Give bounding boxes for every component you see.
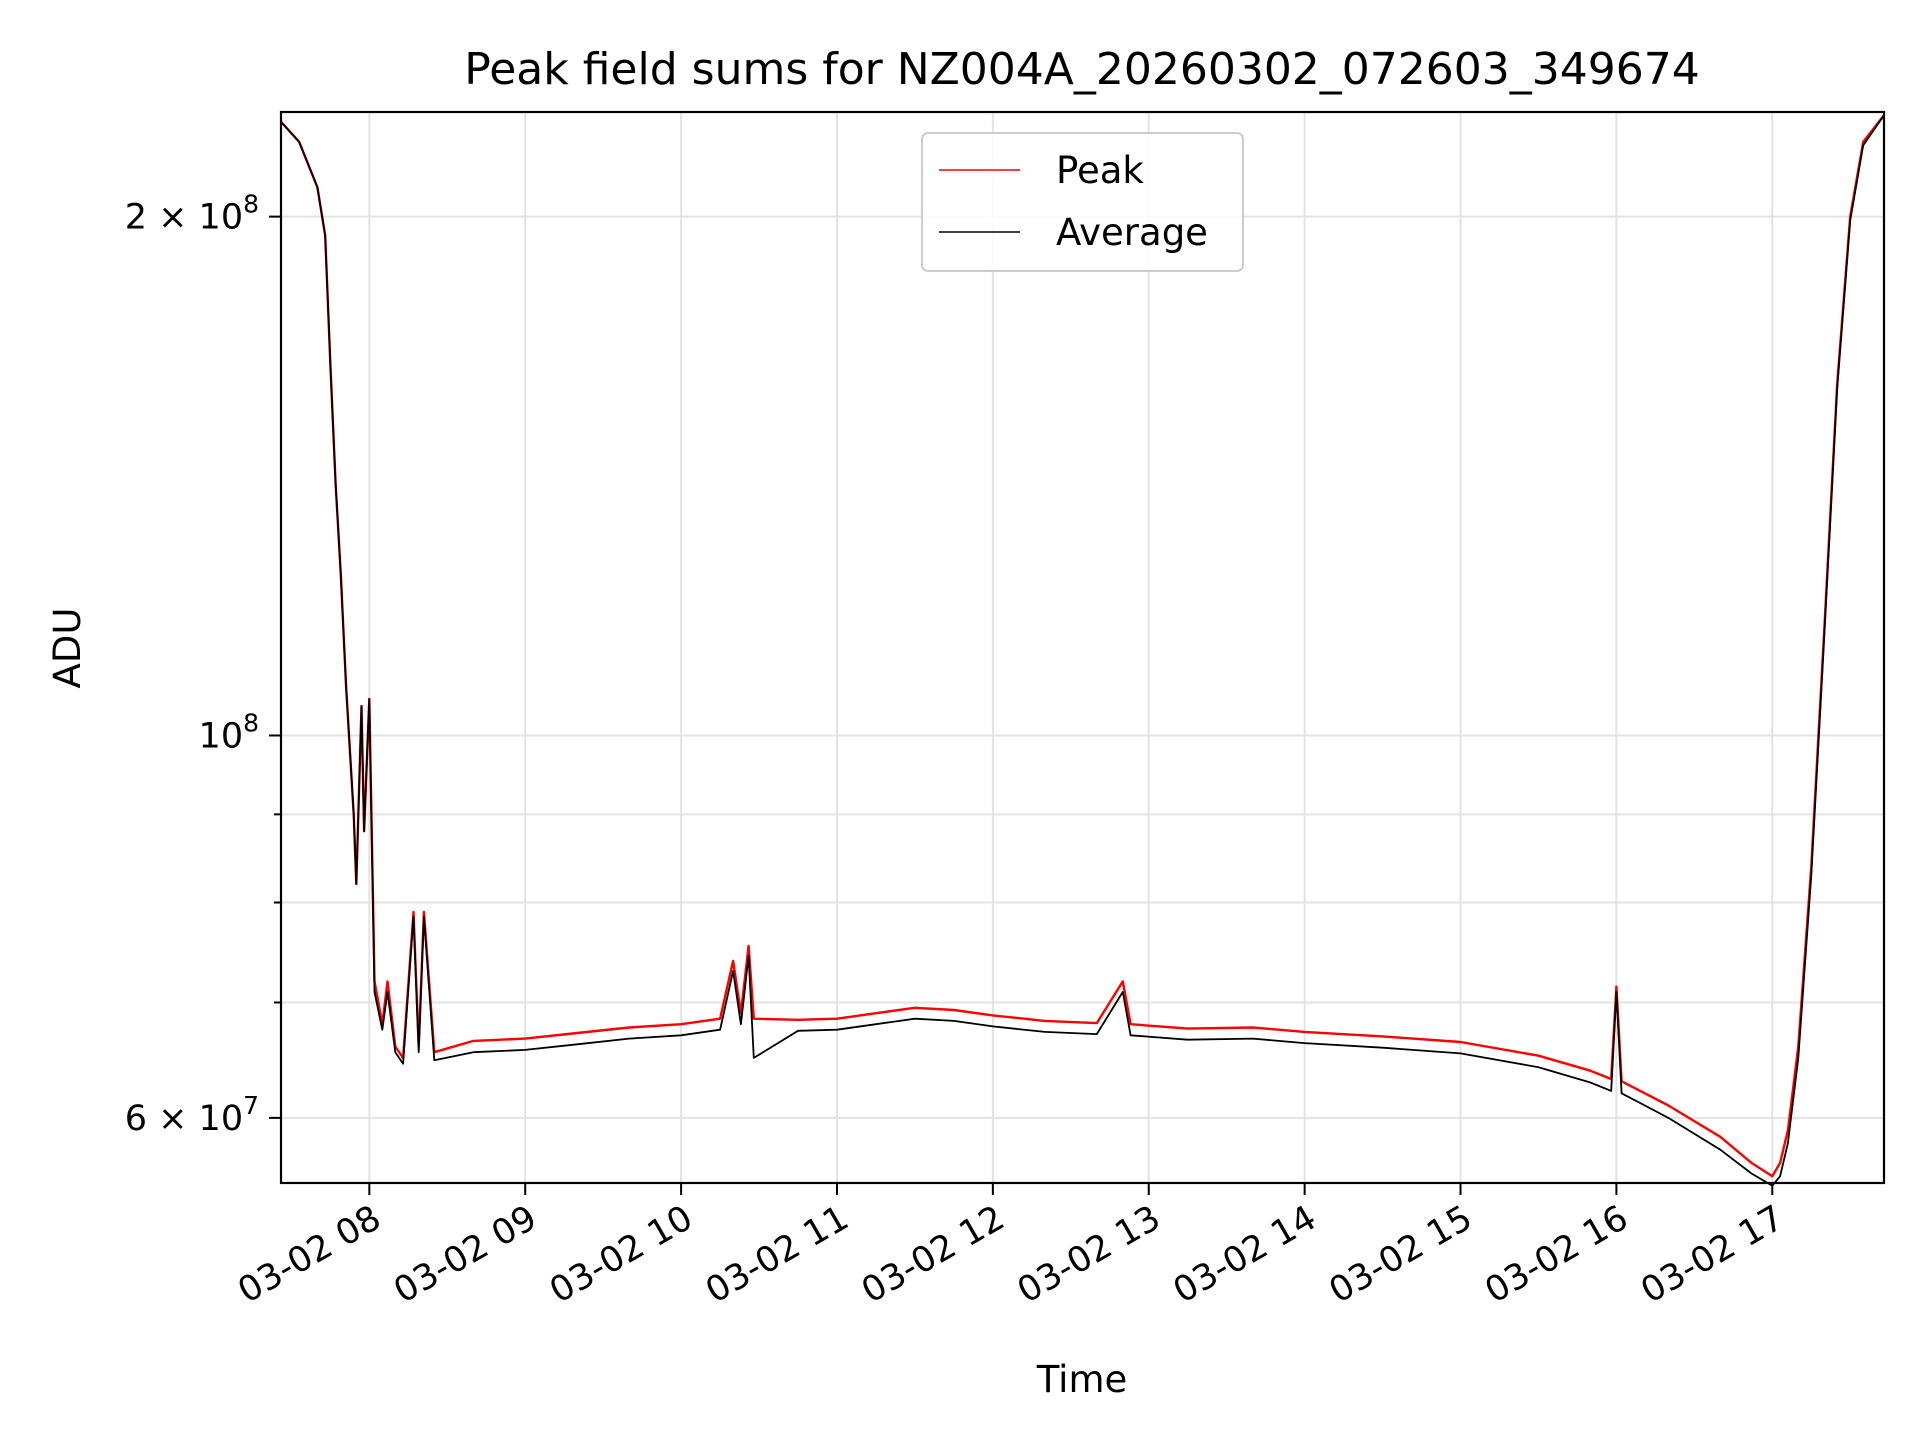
x-axis-label: Time: [1036, 1358, 1128, 1401]
legend-box: [921, 132, 1244, 272]
plot-frame: [279, 110, 1886, 1185]
y-axis-label: ADU: [46, 608, 89, 689]
legend: Peak Average: [921, 132, 1244, 272]
grid: [281, 112, 1884, 1183]
y-tick-label: 108: [199, 708, 259, 756]
series-layer: [280, 114, 1885, 1187]
legend-label-peak: Peak: [1056, 149, 1144, 192]
legend-label-average: Average: [1056, 211, 1208, 254]
y-tick-label: 6 × 107: [125, 1091, 259, 1139]
series-line-average: [280, 114, 1885, 1187]
y-tick-label: 2 × 108: [125, 190, 259, 238]
chart-title: Peak field sums for NZ004A_20260302_0726…: [464, 44, 1699, 95]
